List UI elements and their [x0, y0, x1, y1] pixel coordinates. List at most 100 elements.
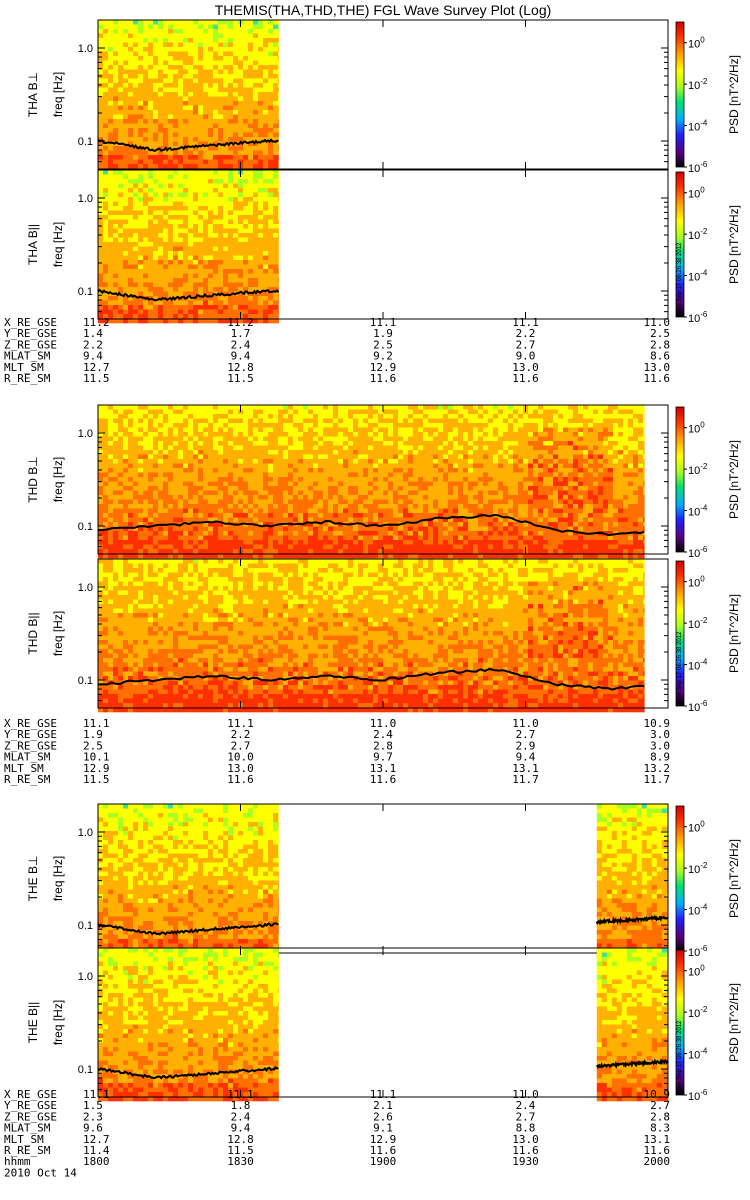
colorbar: [675, 805, 685, 952]
ephemeris-value: 2.9: [516, 739, 536, 752]
panel-tha-bpar: 1.0 0.1 THA B|| freq [Hz] 100 10-2 10-4 10-6 PSD…: [26, 169, 741, 325]
trace-line: [97, 288, 280, 302]
ephemeris-value: 11.6: [370, 1144, 397, 1157]
spectrogram: [98, 405, 645, 559]
ephemeris-name: Y_RE_GSE: [4, 327, 57, 340]
colorbar-tick-label: 10-6: [688, 310, 708, 325]
colorbar-tick-label: 10-2: [688, 462, 708, 477]
y-axis-label: freq [Hz]: [51, 1000, 65, 1045]
colorbar-tick-label: 100: [688, 186, 705, 201]
ephemeris-value: 2.4: [516, 1099, 536, 1112]
ephemeris-value: 2.6: [373, 1110, 393, 1123]
colorbar-tick-label: 10-2: [688, 77, 708, 92]
chart-title: THEMIS(THA,THD,THE) FGL Wave Survey Plot…: [215, 2, 552, 18]
ytick-label: 0.1: [78, 675, 93, 687]
ephemeris-value: 13.0: [512, 361, 539, 374]
colorbar: [675, 21, 685, 168]
ephemeris-value: 1.5: [83, 1099, 103, 1112]
colorbar-tick-label: 10-2: [688, 1005, 708, 1020]
ephemeris-value: 13.2: [644, 762, 671, 775]
ephemeris-value: 11.6: [512, 372, 539, 385]
colorbar-tick-label: 10-4: [688, 119, 708, 134]
time-tick-label: 1900: [370, 1155, 397, 1168]
ephemeris-value: 9.0: [516, 350, 536, 363]
colorbar: [675, 171, 685, 318]
ytick-label: 0.1: [78, 521, 93, 533]
ephemeris-value: 1.9: [83, 728, 103, 741]
ephemeris-value: 11.2: [227, 316, 254, 329]
ephemeris-value: 11.1: [83, 1088, 110, 1101]
ephemeris-value: 2.7: [516, 728, 536, 741]
ephemeris-value: 10.9: [644, 1088, 671, 1101]
ephemeris-value: 11.1: [227, 1088, 254, 1101]
ephemeris-value: 1.8: [231, 1099, 251, 1112]
ephemeris-name: MLT_SM: [4, 1133, 44, 1146]
ephemeris-value: 12.7: [83, 1133, 110, 1146]
colorbar-tick-label: 100: [688, 575, 705, 590]
colorbar: [675, 949, 685, 1096]
ephemeris-value: 2.2: [231, 728, 251, 741]
ytick-label: 1.0: [78, 582, 93, 594]
ephemeris-value: 8.3: [650, 1122, 670, 1135]
ephemeris-value: 12.8: [227, 1133, 254, 1146]
ytick-label: 1.0: [78, 43, 93, 55]
ephemeris-value: 13.0: [512, 1133, 539, 1146]
spectrogram: [98, 804, 669, 958]
colorbar-tick-label: 10-6: [688, 699, 708, 714]
colorbar-tick-label: 10-4: [688, 269, 708, 284]
ephemeris-value: 12.9: [83, 762, 110, 775]
ephemeris-the: X_RE_GSE 11.1 11.1 11.1 11.0 10.9 Y_RE_GSE 1.5 1…: [4, 1088, 670, 1157]
trace-line: [97, 922, 279, 936]
ephemeris-value: 11.6: [644, 1144, 671, 1157]
time-tick-label: 1800: [83, 1155, 110, 1168]
ephemeris-value: 12.8: [227, 361, 254, 374]
ephemeris-value: 2.5: [650, 327, 670, 340]
ephemeris-value: 12.7: [83, 361, 110, 374]
colorbar-label: PSD [nT^2/Hz]: [727, 983, 741, 1062]
date-label: 2010 Oct 14: [4, 1166, 77, 1179]
ephemeris-value: 11.1: [83, 717, 110, 730]
ephemeris-name: MLAT_SM: [4, 1122, 51, 1135]
ephemeris-value: 9.4: [516, 751, 536, 764]
ephemeris-value: 11.5: [83, 372, 110, 385]
ephemeris-value: 2.8: [650, 338, 670, 351]
ephemeris-value: 2.5: [83, 739, 103, 752]
ephemeris-value: 3.0: [650, 739, 670, 752]
ytick-label: 1.0: [78, 971, 93, 983]
colorbar-tick-label: 10-2: [688, 861, 708, 876]
ephemeris-value: 11.5: [83, 773, 110, 786]
y-axis-label: freq [Hz]: [51, 856, 65, 901]
ytick-label: 0.1: [78, 286, 93, 298]
ephemeris-value: 11.7: [512, 773, 539, 786]
ephemeris-name: Z_RE_GSE: [4, 1110, 57, 1123]
ephemeris-value: 13.1: [512, 762, 539, 775]
ephemeris-name: Z_RE_GSE: [4, 338, 57, 351]
y-axis-label: freq [Hz]: [51, 72, 65, 117]
ephemeris-value: 9.4: [83, 350, 103, 363]
ephemeris-value: 8.8: [516, 1122, 536, 1135]
ephemeris-tha: X_RE_GSE 11.2 11.2 11.1 11.1 11.0 Y_RE_GSE 1.4 1…: [4, 316, 670, 385]
ephemeris-value: 2.7: [516, 338, 536, 351]
ephemeris-value: 3.0: [650, 728, 670, 741]
spectrogram: [98, 20, 279, 174]
ephemeris-value: 9.2: [373, 350, 393, 363]
colorbar-tick-label: 10-6: [688, 944, 708, 959]
ephemeris-name: X_RE_GSE: [4, 316, 57, 329]
ephemeris-value: 2.2: [83, 338, 103, 351]
ephemeris-value: 11.0: [512, 1088, 539, 1101]
panel-label: THD B⊥: [26, 456, 40, 502]
colorbar-label: PSD [nT^2/Hz]: [727, 205, 741, 284]
colorbar-tick-label: 10-6: [688, 1088, 708, 1103]
panel-tha-bperp: 1.0 0.1 THA B⊥ freq [Hz] 100 10-2 10-4 10-6 PSD …: [26, 19, 741, 175]
spectrogram: [98, 948, 669, 1102]
ephemeris-value: 8.9: [650, 751, 670, 764]
trace-line: [97, 1066, 279, 1080]
ephemeris-name: Z_RE_GSE: [4, 739, 57, 752]
time-tick-label: 1830: [227, 1155, 254, 1168]
creation-timestamp: Mon Sep 17 06:26:38 2012: [677, 1020, 683, 1093]
colorbar-tick-label: 10-6: [688, 160, 708, 175]
ephemeris-value: 11.0: [644, 316, 671, 329]
ephemeris-value: 13.0: [644, 361, 671, 374]
ephemeris-value: 2.8: [373, 739, 393, 752]
